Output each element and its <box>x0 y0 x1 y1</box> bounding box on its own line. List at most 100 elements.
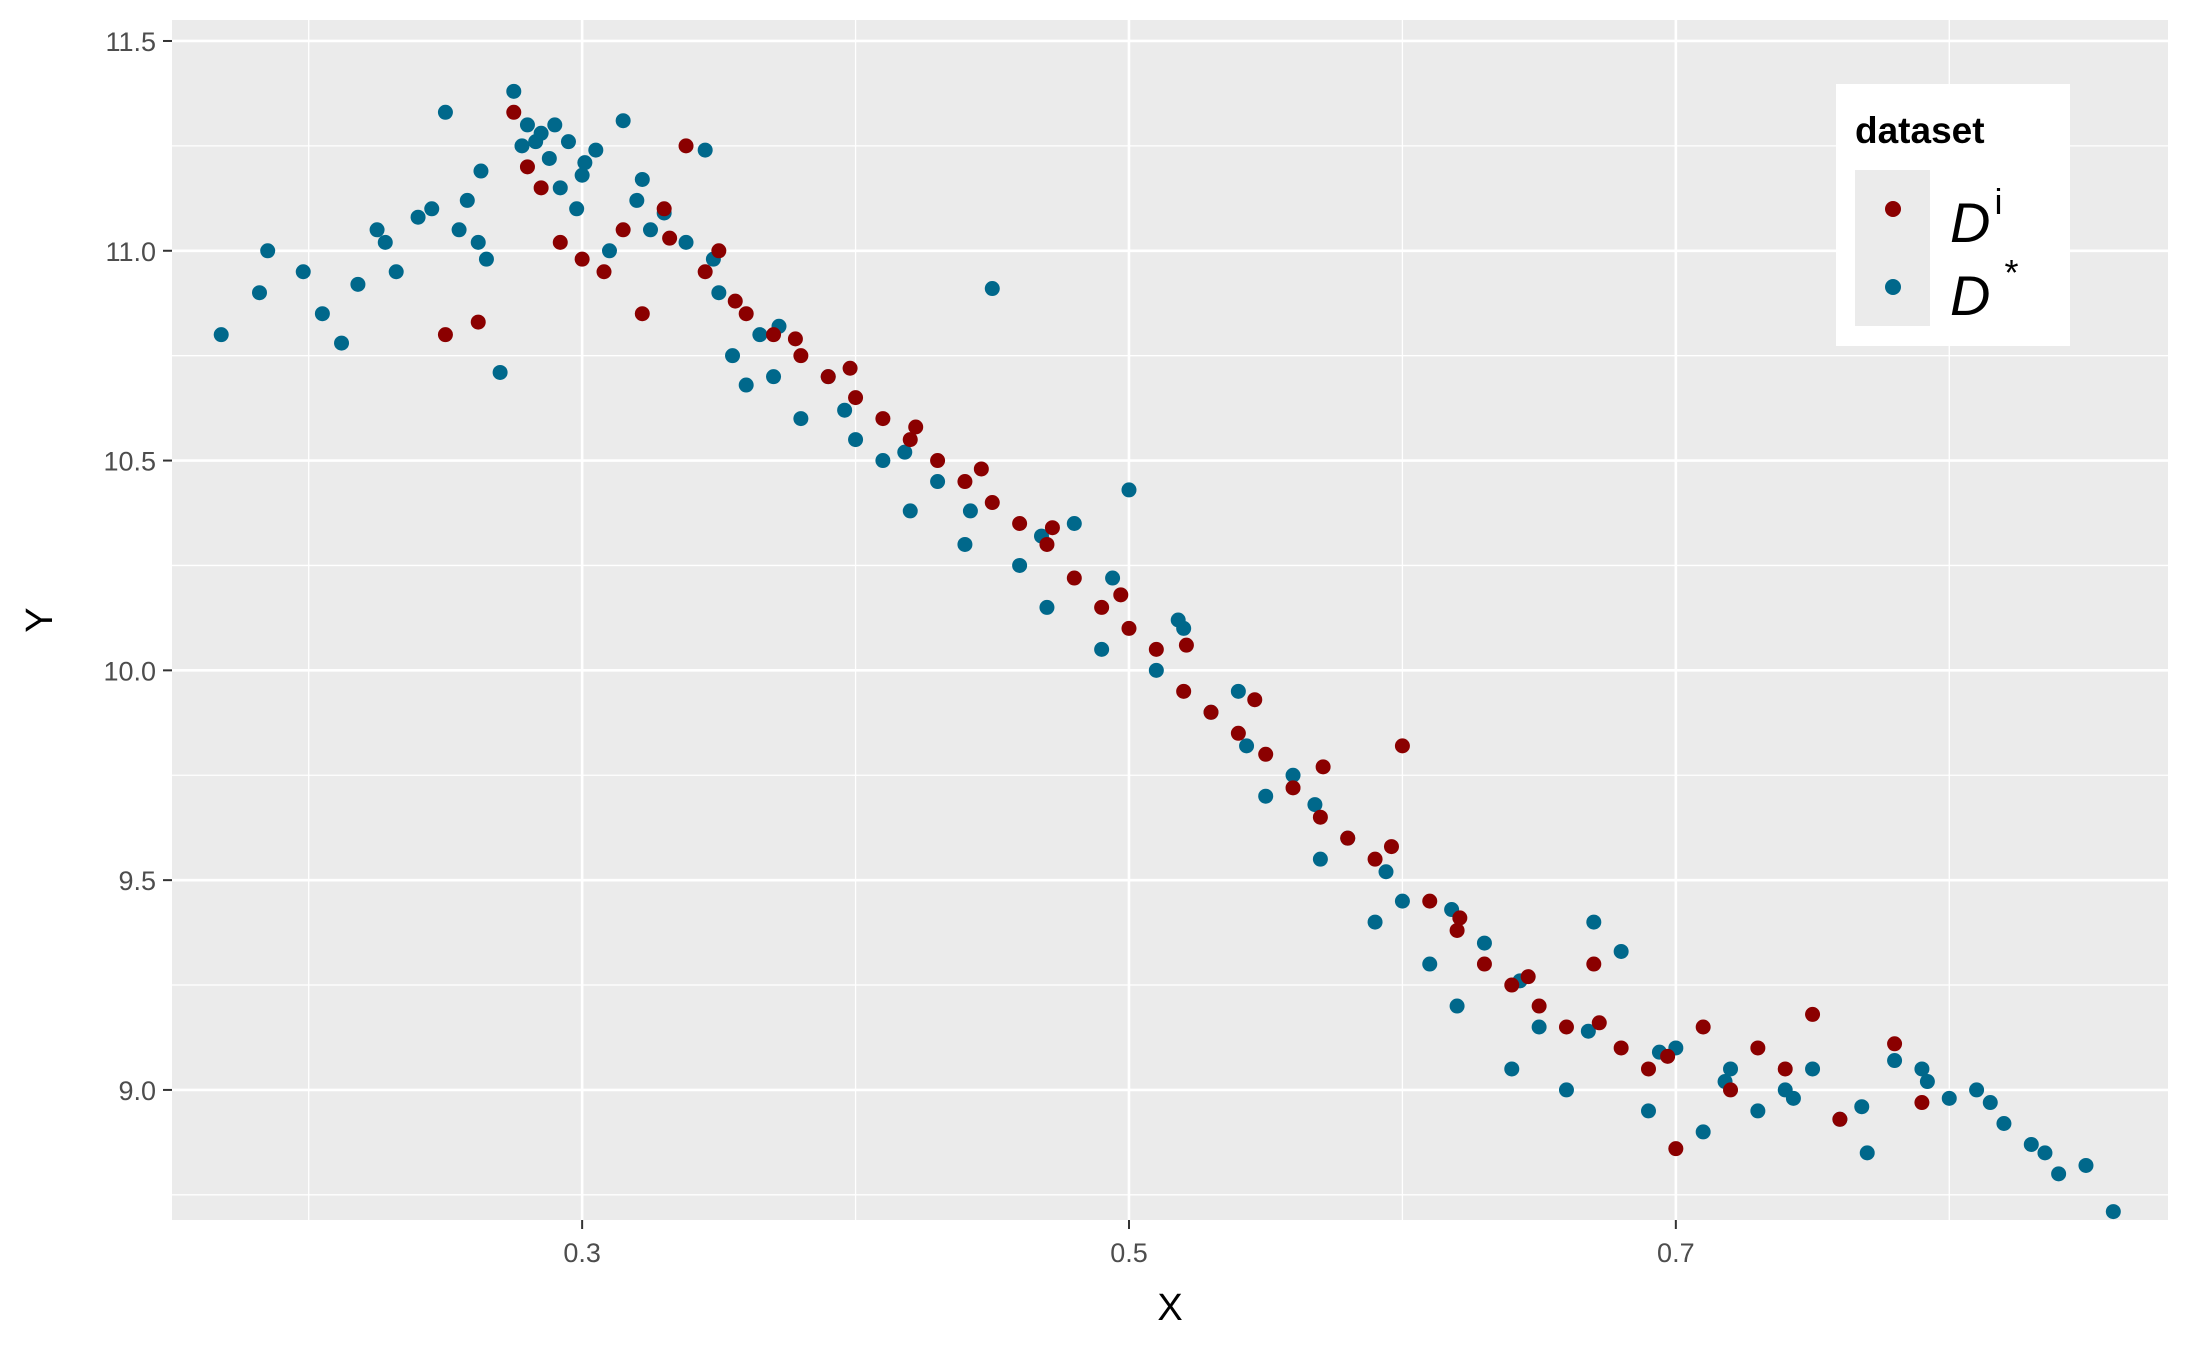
point-s1-45 <box>1586 956 1602 972</box>
point-s1-70 <box>1520 969 1536 985</box>
legend-label-2: D * <box>1950 252 2018 327</box>
point-s1-2 <box>506 104 522 120</box>
point-s0-81 <box>1887 1053 1903 1069</box>
point-s1-5 <box>552 234 568 250</box>
point-s0-54 <box>1148 662 1164 678</box>
point-s0-84 <box>1969 1082 1985 1098</box>
point-s1-62 <box>973 461 989 477</box>
point-s1-48 <box>1668 1141 1684 1157</box>
point-s1-65 <box>1178 637 1194 653</box>
point-s1-20 <box>902 432 918 448</box>
point-s0-3 <box>295 264 311 280</box>
point-s0-14 <box>459 192 475 208</box>
point-s1-42 <box>1504 977 1520 993</box>
point-s0-30 <box>615 113 631 129</box>
point-s1-38 <box>1394 738 1410 754</box>
point-s0-48 <box>984 281 1000 297</box>
point-s1-30 <box>1176 683 1192 699</box>
point-s0-45 <box>902 503 918 519</box>
point-s1-47 <box>1640 1061 1656 1077</box>
point-s0-76 <box>1750 1103 1766 1119</box>
point-s1-11 <box>678 138 694 154</box>
point-s1-51 <box>1750 1040 1766 1056</box>
point-s0-35 <box>697 142 713 158</box>
point-s0-36 <box>711 285 727 301</box>
point-s0-51 <box>1066 515 1082 531</box>
point-s0-66 <box>1476 935 1492 951</box>
point-s1-63 <box>1044 520 1060 536</box>
point-s0-114 <box>2037 1145 2053 1161</box>
point-s0-4 <box>314 306 330 322</box>
point-s1-32 <box>1230 725 1246 741</box>
point-s0-27 <box>574 167 590 183</box>
point-s1-50 <box>1723 1082 1739 1098</box>
point-s0-65 <box>1449 998 1465 1014</box>
y-tick-label-5: 11.5 <box>105 27 156 57</box>
point-s0-90 <box>473 163 489 179</box>
point-s1-39 <box>1422 893 1438 909</box>
point-s1-33 <box>1258 746 1274 762</box>
point-s0-10 <box>410 209 426 225</box>
point-s0-68 <box>1531 1019 1547 1035</box>
point-s0-13 <box>451 222 467 238</box>
point-s0-32 <box>642 222 658 238</box>
point-s1-24 <box>1012 515 1028 531</box>
point-s0-6 <box>350 276 366 292</box>
point-s0-58 <box>1258 788 1274 804</box>
point-s0-87 <box>2051 1166 2067 1182</box>
point-s1-52 <box>1777 1061 1793 1077</box>
x-tick-label-0: 0.3 <box>563 1238 601 1268</box>
legend-title: dataset <box>1855 110 1985 151</box>
point-s0-20 <box>519 117 535 133</box>
point-s1-53 <box>1805 1006 1821 1022</box>
y-axis-title: Y <box>19 607 61 632</box>
point-s1-14 <box>738 306 754 322</box>
point-s0-74 <box>1695 1124 1711 1140</box>
point-s0-101 <box>1170 612 1186 628</box>
legend-key-dot-2 <box>1885 279 1901 295</box>
point-s0-16 <box>478 251 494 267</box>
point-s0-103 <box>1307 797 1323 813</box>
point-s1-34 <box>1285 780 1301 796</box>
point-s0-104 <box>1378 864 1394 880</box>
point-s1-8 <box>615 222 631 238</box>
point-s1-18 <box>848 390 864 406</box>
point-s1-56 <box>1914 1095 1930 1111</box>
point-s0-111 <box>1854 1099 1870 1115</box>
point-s1-12 <box>697 264 713 280</box>
point-s1-21 <box>930 453 946 469</box>
y-tick-label-2: 10.0 <box>103 656 156 686</box>
point-s0-91 <box>528 134 544 150</box>
point-s0-25 <box>560 134 576 150</box>
point-s1-6 <box>574 251 590 267</box>
point-s0-17 <box>492 364 508 380</box>
point-s1-58 <box>727 293 743 309</box>
point-s0-97 <box>897 444 913 460</box>
point-s1-68 <box>1383 839 1399 855</box>
point-s0-8 <box>377 234 393 250</box>
point-s1-72 <box>1660 1048 1676 1064</box>
point-s1-59 <box>787 331 803 347</box>
y-tick-label-3: 10.5 <box>103 447 156 477</box>
x-tick-label-2: 0.7 <box>1657 1238 1695 1268</box>
point-s1-29 <box>1148 641 1164 657</box>
point-s1-60 <box>842 360 858 376</box>
point-s0-29 <box>601 243 617 259</box>
point-s0-26 <box>569 201 585 217</box>
point-s0-78 <box>1805 1061 1821 1077</box>
point-s0-28 <box>588 142 604 158</box>
point-s1-19 <box>875 411 891 427</box>
point-s1-71 <box>1591 1015 1607 1031</box>
plot-panel <box>172 20 2168 1220</box>
point-s0-59 <box>1285 767 1301 783</box>
point-s0-40 <box>766 369 782 385</box>
point-s1-35 <box>1312 809 1328 825</box>
x-axis-title: X <box>1157 1287 1182 1329</box>
point-s1-7 <box>596 264 612 280</box>
point-s1-0 <box>437 327 453 343</box>
point-s0-69 <box>1558 1082 1574 1098</box>
point-s1-37 <box>1367 851 1383 867</box>
point-s0-23 <box>547 117 563 133</box>
point-s0-1 <box>251 285 267 301</box>
